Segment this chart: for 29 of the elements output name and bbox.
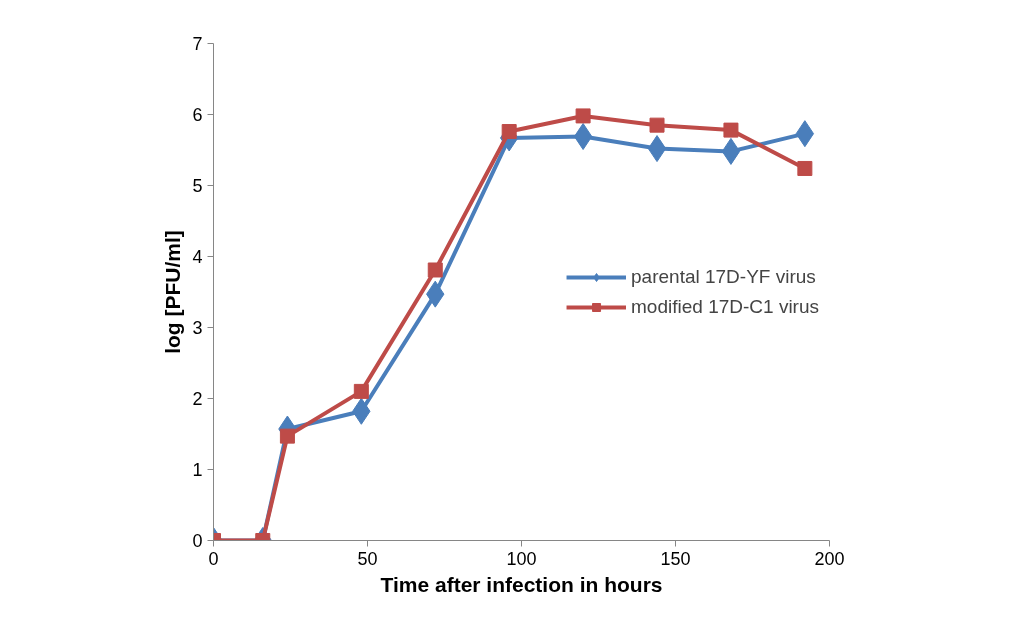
point: [353, 383, 369, 399]
point: [575, 108, 591, 124]
point: [647, 135, 667, 163]
y-tick-label: 0: [192, 531, 203, 551]
y-tick-label: 2: [192, 389, 203, 409]
point: [279, 428, 295, 444]
legend-label: parental 17D-YF virus: [631, 265, 816, 288]
point: [723, 122, 739, 138]
point: [649, 117, 665, 133]
x-tick-label: 150: [660, 548, 691, 569]
x-tick-label: 0: [208, 548, 219, 569]
y-tick-label: 4: [192, 247, 203, 267]
point: [795, 120, 815, 148]
x-tick-label: 50: [357, 548, 378, 569]
y-tick-label: 7: [192, 34, 203, 54]
x-tick-label: 100: [506, 548, 537, 569]
point: [427, 262, 443, 278]
point: [573, 123, 593, 151]
y-tick-label: 3: [192, 318, 203, 338]
y-tick-label: 6: [192, 105, 203, 125]
y-axis-title: log [PFU/ml]: [161, 230, 185, 354]
x-tick-label: 200: [814, 548, 845, 569]
y-tick-label: 1: [192, 460, 203, 480]
point: [721, 137, 741, 165]
point: [501, 124, 517, 140]
y-tick-label: 5: [192, 176, 203, 196]
legend-label: modified 17D-C1 virus: [631, 295, 819, 318]
x-axis-title: Time after infection in hours: [380, 572, 663, 596]
point: [797, 160, 813, 176]
